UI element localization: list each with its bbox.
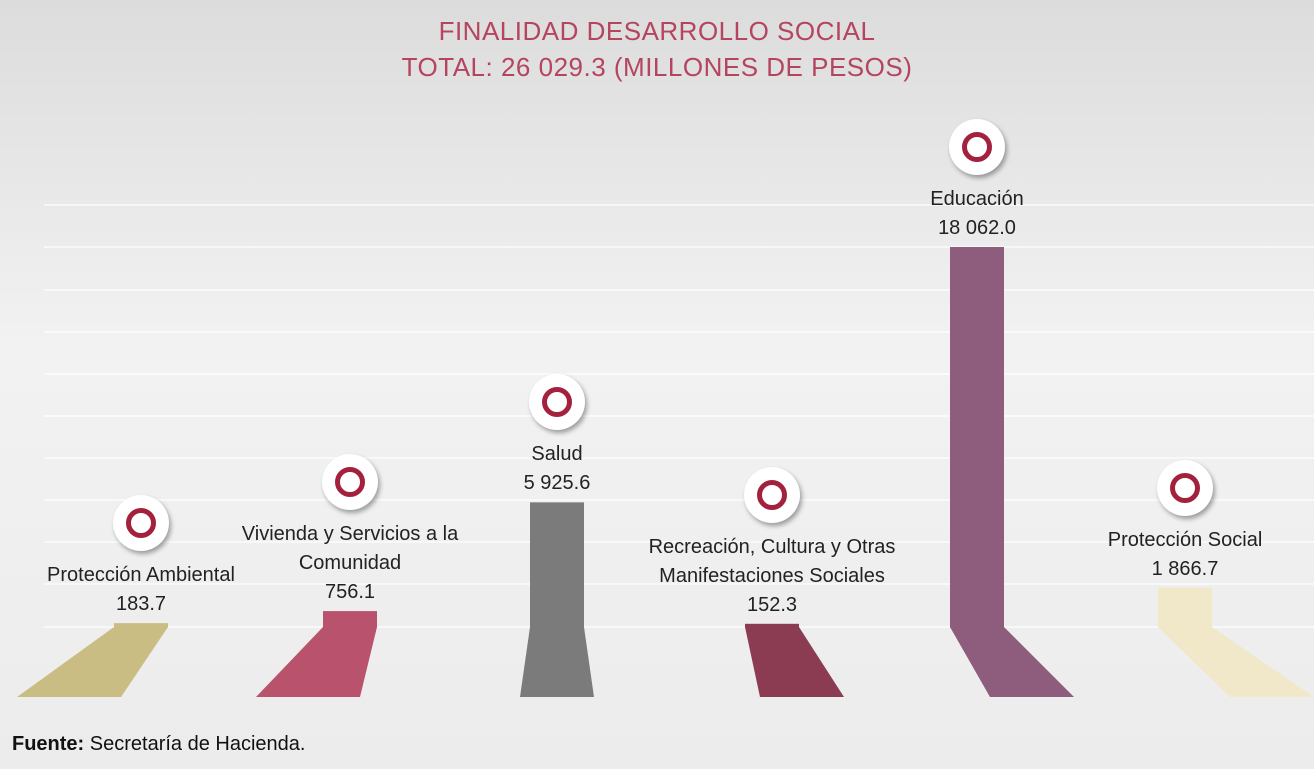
icon-glyph [1170, 472, 1200, 503]
bar-foot [745, 627, 844, 697]
bar [1158, 587, 1212, 628]
bar-foot [520, 627, 594, 697]
value-label: 183.7 [115, 593, 167, 616]
bar-label-group: Protección Social 1 866.7 [1060, 459, 1310, 584]
icon-glyph [757, 479, 787, 510]
category-icon [1157, 459, 1213, 516]
category-icon [322, 454, 378, 511]
bar-foot [17, 627, 168, 697]
source-label: Fuente: [12, 733, 85, 755]
bar-label-group: Vivienda y Servicios a la Comunidad 756.1 [225, 454, 475, 607]
bar-foot [256, 627, 377, 697]
bar [114, 623, 168, 628]
bar-label-group: Recreación, Cultura y Otras Manifestacio… [642, 466, 902, 620]
value-label: 5 925.6 [523, 472, 591, 495]
bar-foot [1158, 627, 1314, 697]
bar [745, 623, 799, 628]
value-label: 756.1 [324, 581, 376, 604]
bar [323, 611, 377, 628]
chart-subtitle: TOTAL: 26 029.3 (MILLONES DE PESOS) [401, 52, 913, 82]
bar-label-group: Educación 18 062.0 [877, 119, 1077, 243]
source-text: Secretaría de Hacienda. [89, 733, 306, 755]
bar-label-group: Protección Ambiental 183.7 [16, 495, 266, 619]
category-icon [529, 374, 585, 431]
bar-label-group: Salud 5 925.6 [457, 374, 657, 498]
icon-glyph [126, 508, 156, 539]
category-label: Educación [930, 188, 1024, 210]
category-label: Protección Ambiental [47, 564, 235, 587]
category-label: Protección Social [1107, 528, 1263, 551]
value-label: 1 866.7 [1151, 557, 1219, 580]
source: Fuente: Secretaría de Hacienda. [12, 733, 305, 756]
chart-title: FINALIDAD DESARROLLO SOCIAL [438, 16, 876, 46]
bar-foot [950, 627, 1074, 697]
value-label: 18 062.0 [938, 217, 1016, 239]
category-label: Vivienda y Servicios a la Comunidad [241, 523, 459, 575]
category-label: Salud [531, 443, 583, 466]
category-icon [949, 119, 1005, 175]
bar [530, 502, 584, 628]
category-icon [113, 495, 169, 552]
icon-glyph [335, 467, 365, 498]
category-icon [744, 466, 800, 523]
icon-glyph [962, 132, 992, 162]
bar [950, 247, 1004, 628]
category-label: Recreación, Cultura y Otras Manifestacio… [648, 535, 896, 587]
icon-glyph [542, 387, 572, 418]
value-label: 152.3 [746, 593, 798, 616]
